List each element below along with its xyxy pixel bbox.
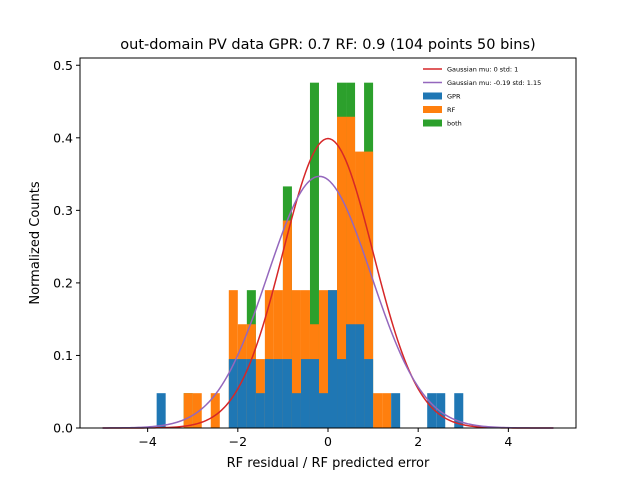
chart-title: out-domain PV data GPR: 0.7 RF: 0.9 (104… — [120, 37, 535, 53]
curves-group — [102, 137, 554, 429]
bar-rf — [282, 220, 292, 428]
bars-group — [156, 82, 464, 429]
bar-gpr — [427, 393, 437, 428]
legend-patch-swatch — [423, 106, 442, 113]
bar-rf — [210, 393, 220, 428]
x-axis-label: RF residual / RF predicted error — [227, 456, 430, 471]
legend-label: GPR — [447, 92, 461, 100]
bar-gpr — [255, 393, 265, 428]
bar-gpr — [454, 393, 464, 428]
bar-gpr — [391, 393, 401, 428]
y-tick-label: 0.0 — [53, 421, 73, 436]
bar-gpr — [364, 359, 374, 428]
legend-patch-swatch — [423, 119, 442, 127]
bar-gpr — [436, 393, 446, 428]
bar-gpr — [156, 393, 166, 428]
bar-gpr — [300, 359, 310, 428]
legend-label: RF — [447, 106, 456, 114]
gaussian-curve-2 — [102, 175, 554, 429]
bar-rf — [291, 290, 301, 428]
legend-label: Gaussian mu: -0.19 std: 1.15 — [447, 79, 541, 87]
y-axis-label: Normalized Counts — [28, 181, 43, 304]
bar-gpr — [328, 290, 338, 428]
bar-gpr — [246, 359, 256, 428]
legend-label: Gaussian mu: 0 std: 1 — [447, 65, 518, 73]
bar-gpr — [318, 393, 328, 428]
x-tick-label: 4 — [504, 434, 512, 449]
bar-rf — [346, 116, 356, 428]
bar-gpr — [346, 324, 356, 428]
bar-rf — [183, 393, 193, 428]
y-tick-label: 0.4 — [53, 130, 73, 145]
y-tick-label: 0.1 — [53, 348, 73, 363]
bar-rf — [373, 393, 383, 428]
bar-gpr — [264, 359, 274, 428]
bar-gpr — [309, 359, 319, 428]
bar-rf — [382, 393, 392, 428]
bar-gpr — [228, 359, 238, 428]
bar-gpr — [282, 359, 292, 428]
bar-rf — [318, 290, 328, 428]
legend-label: both — [447, 119, 462, 127]
x-axis-ticks: −4 −2 0 2 4 — [138, 428, 512, 449]
bar-gpr — [291, 393, 301, 428]
legend: Gaussian mu: 0 std: 1 Gaussian mu: -0.19 … — [423, 65, 541, 127]
x-tick-label: −2 — [229, 434, 247, 449]
x-tick-label: 0 — [324, 434, 332, 449]
x-tick-label: 2 — [414, 434, 422, 449]
y-axis-ticks: 0.0 0.1 0.2 0.3 0.4 0.5 — [53, 58, 80, 436]
bar-gpr — [237, 359, 247, 428]
bar-rf — [337, 116, 347, 428]
bar-both — [309, 82, 319, 429]
legend-patch-swatch — [423, 92, 442, 100]
y-tick-label: 0.5 — [53, 58, 73, 73]
bar-rf — [355, 151, 365, 428]
bar-gpr — [355, 324, 365, 428]
y-tick-label: 0.2 — [53, 275, 73, 290]
x-tick-label: −4 — [138, 434, 156, 449]
bar-rf — [364, 151, 374, 428]
bar-gpr — [337, 359, 347, 428]
y-tick-label: 0.3 — [53, 203, 73, 218]
bar-gpr — [273, 359, 283, 428]
gaussian-curve-1 — [102, 137, 554, 429]
bar-rf — [192, 393, 202, 428]
